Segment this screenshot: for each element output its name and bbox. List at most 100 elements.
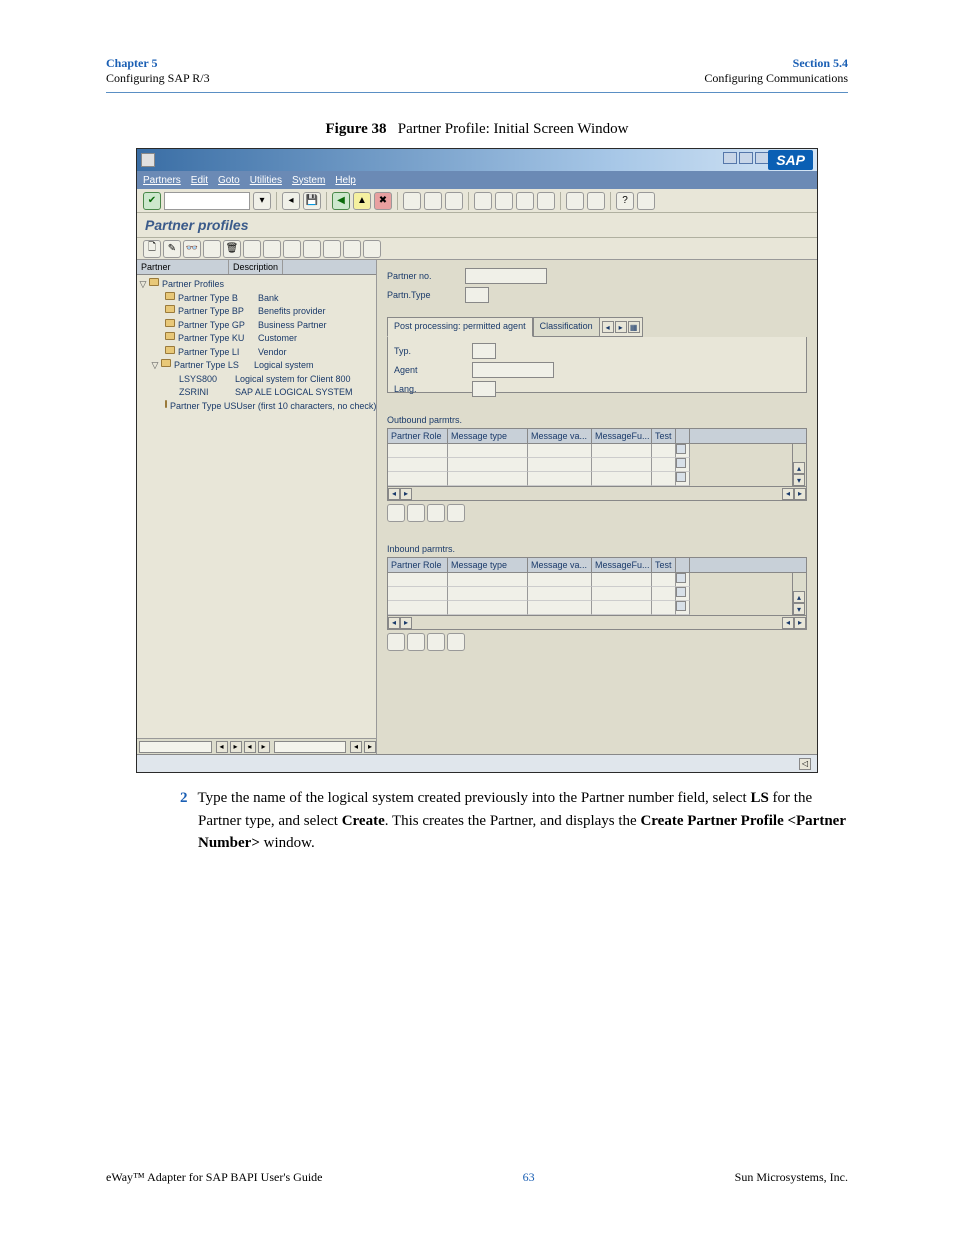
tab-post-processing[interactable]: Post processing: permitted agent bbox=[387, 317, 533, 337]
partner-no-input[interactable] bbox=[465, 268, 547, 284]
tab-classification[interactable]: Classification bbox=[533, 317, 600, 337]
tree-item[interactable]: Partner Type LIVendor bbox=[139, 346, 374, 360]
app-tb-8[interactable] bbox=[283, 240, 301, 258]
checkbox[interactable] bbox=[676, 472, 686, 482]
app-tb-9[interactable] bbox=[303, 240, 321, 258]
tree-item-ls[interactable]: ▽Partner Type LSLogical system bbox=[139, 359, 374, 373]
checkbox[interactable] bbox=[676, 573, 686, 583]
grid-create-icon[interactable] bbox=[387, 504, 405, 522]
grid-copy-icon[interactable] bbox=[407, 633, 425, 651]
hscroll-track[interactable] bbox=[139, 741, 212, 753]
grid-copy-icon[interactable] bbox=[407, 504, 425, 522]
enter-button[interactable]: ✔ bbox=[143, 192, 161, 210]
scroll-left-icon[interactable]: ◂ bbox=[216, 741, 228, 753]
scroll-up-icon[interactable]: ▴ bbox=[793, 591, 805, 603]
delete-button[interactable]: 🗑 bbox=[223, 240, 241, 258]
app-tb-6[interactable] bbox=[243, 240, 261, 258]
checkbox[interactable] bbox=[676, 458, 686, 468]
tab-scroll-right-icon[interactable]: ▸ bbox=[615, 321, 627, 333]
scroll-right-icon[interactable]: ▸ bbox=[794, 617, 806, 629]
scroll-up-icon[interactable]: ▴ bbox=[793, 462, 805, 474]
tree-leaf[interactable]: ZSRINISAP ALE LOGICAL SYSTEM bbox=[139, 386, 374, 400]
minimize-icon[interactable] bbox=[723, 152, 737, 164]
table-row[interactable] bbox=[388, 601, 792, 615]
hscroll-track[interactable] bbox=[274, 741, 347, 753]
last-page-icon[interactable] bbox=[537, 192, 555, 210]
prev-page-icon[interactable] bbox=[495, 192, 513, 210]
tree-item[interactable]: Partner Type BPBenefits provider bbox=[139, 305, 374, 319]
app-tb-10[interactable] bbox=[323, 240, 341, 258]
save-button[interactable]: 💾 bbox=[303, 192, 321, 210]
tree-item[interactable]: Partner Type USUser (first 10 characters… bbox=[139, 400, 374, 414]
scroll-left-icon[interactable]: ◂ bbox=[244, 741, 256, 753]
change-button[interactable]: ✎ bbox=[163, 240, 181, 258]
tree-body[interactable]: ▽Partner Profiles Partner Type BBank Par… bbox=[137, 275, 376, 738]
scroll-left-icon[interactable]: ◂ bbox=[388, 488, 400, 500]
menu-utilities[interactable]: Utilities bbox=[250, 175, 282, 186]
create-button[interactable]: 🗋 bbox=[143, 240, 161, 258]
tree-leaf[interactable]: LSYS800Logical system for Client 800 bbox=[139, 373, 374, 387]
first-page-icon[interactable] bbox=[474, 192, 492, 210]
scroll-left-icon[interactable]: ◂ bbox=[782, 488, 794, 500]
display-button[interactable]: 👓 bbox=[183, 240, 201, 258]
copy-button[interactable] bbox=[203, 240, 221, 258]
shortcut-icon[interactable] bbox=[587, 192, 605, 210]
scroll-right-icon[interactable]: ▸ bbox=[230, 741, 242, 753]
partn-type-input[interactable] bbox=[465, 287, 489, 303]
back-icon[interactable]: ◀ bbox=[332, 192, 350, 210]
tab-list-icon[interactable]: ▦ bbox=[628, 321, 640, 333]
menu-goto[interactable]: Goto bbox=[218, 175, 240, 186]
menu-partners[interactable]: Partners bbox=[143, 175, 181, 186]
tree-item[interactable]: Partner Type BBank bbox=[139, 292, 374, 306]
scroll-left-icon[interactable]: ◂ bbox=[350, 741, 362, 753]
tree-item[interactable]: Partner Type KUCustomer bbox=[139, 332, 374, 346]
tree-item[interactable]: Partner Type GPBusiness Partner bbox=[139, 319, 374, 333]
grid-delete-icon[interactable] bbox=[427, 504, 445, 522]
lang-input[interactable] bbox=[472, 381, 496, 397]
find-icon[interactable] bbox=[424, 192, 442, 210]
cancel-icon[interactable]: ✖ bbox=[374, 192, 392, 210]
app-tb-12[interactable] bbox=[363, 240, 381, 258]
tab-scroll-left-icon[interactable]: ◂ bbox=[602, 321, 614, 333]
scroll-right-icon[interactable]: ▸ bbox=[400, 488, 412, 500]
grid-vscroll[interactable]: ▴ ▾ bbox=[792, 573, 806, 615]
table-row[interactable] bbox=[388, 573, 792, 587]
maximize-icon[interactable] bbox=[739, 152, 753, 164]
checkbox[interactable] bbox=[676, 601, 686, 611]
checkbox[interactable] bbox=[676, 444, 686, 454]
scroll-right-icon[interactable]: ▸ bbox=[400, 617, 412, 629]
grid-detail-icon[interactable] bbox=[447, 504, 465, 522]
scroll-right-icon[interactable]: ▸ bbox=[364, 741, 376, 753]
menu-edit[interactable]: Edit bbox=[191, 175, 208, 186]
app-tb-7[interactable] bbox=[263, 240, 281, 258]
find-next-icon[interactable] bbox=[445, 192, 463, 210]
grid-vscroll[interactable]: ▴ ▾ bbox=[792, 444, 806, 486]
back-button[interactable]: ◂ bbox=[282, 192, 300, 210]
next-page-icon[interactable] bbox=[516, 192, 534, 210]
table-row[interactable] bbox=[388, 444, 792, 458]
dropdown-icon[interactable]: ▾ bbox=[253, 192, 271, 210]
menu-system[interactable]: System bbox=[292, 175, 325, 186]
typ-input[interactable] bbox=[472, 343, 496, 359]
scroll-left-icon[interactable]: ◂ bbox=[388, 617, 400, 629]
scroll-right-icon[interactable]: ▸ bbox=[258, 741, 270, 753]
table-row[interactable] bbox=[388, 587, 792, 601]
agent-input[interactable] bbox=[472, 362, 554, 378]
layout-icon[interactable] bbox=[637, 192, 655, 210]
table-row[interactable] bbox=[388, 472, 792, 486]
scroll-left-icon[interactable]: ◂ bbox=[782, 617, 794, 629]
close-icon[interactable] bbox=[755, 152, 769, 164]
new-session-icon[interactable] bbox=[566, 192, 584, 210]
checkbox[interactable] bbox=[676, 587, 686, 597]
tree-root[interactable]: ▽Partner Profiles bbox=[139, 278, 374, 292]
exit-icon[interactable]: ▲ bbox=[353, 192, 371, 210]
help-icon[interactable]: ? bbox=[616, 192, 634, 210]
grid-detail-icon[interactable] bbox=[447, 633, 465, 651]
scroll-right-icon[interactable]: ▸ bbox=[794, 488, 806, 500]
grid-delete-icon[interactable] bbox=[427, 633, 445, 651]
scroll-down-icon[interactable]: ▾ bbox=[793, 603, 805, 615]
menu-help[interactable]: Help bbox=[335, 175, 356, 186]
print-icon[interactable] bbox=[403, 192, 421, 210]
scroll-down-icon[interactable]: ▾ bbox=[793, 474, 805, 486]
table-row[interactable] bbox=[388, 458, 792, 472]
